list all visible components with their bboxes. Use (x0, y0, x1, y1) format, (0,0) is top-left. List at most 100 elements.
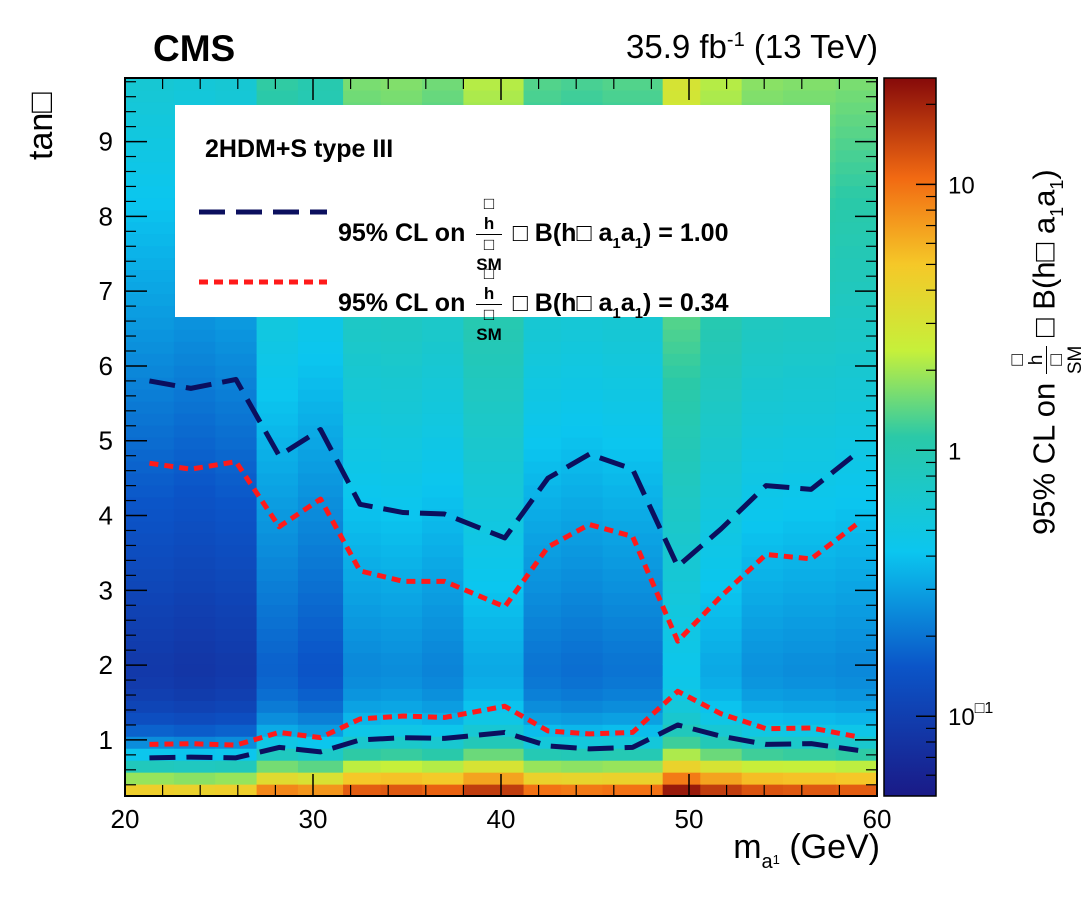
heatmap-cell (422, 317, 464, 330)
heatmap-cell (173, 532, 216, 546)
heatmap-cell (215, 365, 258, 378)
heatmap-cell (343, 413, 382, 426)
heatmap-cell (741, 437, 784, 450)
heatmap-cell (125, 113, 175, 127)
contour-cl034-upper (149, 459, 860, 644)
heatmap-cell (297, 353, 344, 366)
heatmap-cell (297, 484, 344, 498)
heatmap-cell (835, 317, 877, 330)
heatmap-cell (215, 604, 258, 618)
heatmap-cell (422, 592, 464, 606)
x-tick-label: 50 (675, 804, 704, 834)
heatmap-cell (835, 688, 877, 701)
heatmap-cell (380, 78, 423, 91)
heatmap-cell (125, 568, 175, 582)
heatmap-cell (523, 592, 562, 606)
heatmap-cell (343, 580, 382, 594)
heatmap-cell (602, 508, 664, 522)
heatmap-cell (561, 413, 604, 426)
heatmap-cell (173, 544, 216, 558)
heatmap-cell (256, 317, 299, 330)
heatmap-cell (125, 137, 175, 151)
heatmap-cell (523, 448, 562, 462)
heatmap-cell (343, 532, 382, 546)
heatmap-cell (256, 460, 299, 474)
heatmap-cell (523, 401, 562, 414)
heatmap-cell (173, 772, 216, 785)
heatmap-cell (422, 425, 464, 438)
heatmap-cell (173, 365, 216, 378)
heatmap-cell (523, 78, 562, 91)
heatmap-cell (561, 784, 604, 796)
heatmap-cell (783, 437, 837, 450)
heatmap-cell (561, 556, 604, 570)
heatmap-cell (297, 568, 344, 582)
heatmap-cell (835, 113, 877, 127)
heatmap-cell (523, 484, 562, 498)
heatmap-cell (561, 640, 604, 653)
heatmap-cell (700, 640, 743, 653)
heatmap-cell (463, 425, 525, 438)
heatmap-cell (256, 532, 299, 546)
heatmap-cell (835, 137, 877, 151)
heatmap-cell (380, 401, 423, 414)
heatmap-cell (297, 317, 344, 330)
heatmap-cell (662, 472, 701, 486)
heatmap-cell (173, 341, 216, 354)
heatmap-cell (463, 448, 525, 462)
heatmap-cell (561, 604, 604, 618)
heatmap-cell (602, 544, 664, 558)
heatmap-cell (835, 233, 877, 247)
heatmap-cell (256, 736, 299, 749)
heatmap-cell (422, 688, 464, 701)
heatmap-cell (297, 784, 344, 796)
x-axis-label: ma1 (GeV) (733, 828, 880, 873)
heatmap-cell (380, 484, 423, 498)
heatmap-cell (125, 604, 175, 618)
heatmap-cell (602, 365, 664, 378)
contour-lines (148, 376, 860, 761)
heatmap-cell (783, 544, 837, 558)
heatmap-cell (561, 496, 604, 510)
heatmap-cell (561, 365, 604, 378)
heatmap-cell (173, 472, 216, 486)
heatmap-cell (835, 257, 877, 271)
heatmap-cell (523, 604, 562, 618)
heatmap-cell (380, 676, 423, 689)
heatmap-cell (463, 580, 525, 594)
heatmap-cell (662, 640, 701, 653)
heatmap-cell (215, 568, 258, 582)
heatmap-cell (835, 748, 877, 761)
heatmap-cell (835, 281, 877, 294)
heatmap-cell (523, 760, 562, 773)
heatmap-cell (835, 568, 877, 582)
heatmap-cell (523, 616, 562, 630)
heatmap-cell (297, 544, 344, 558)
heatmap-cell (343, 772, 382, 785)
heatmap-cell (463, 437, 525, 450)
y-tick-label: 5 (99, 426, 113, 456)
heatmap-cell (835, 161, 877, 175)
heatmap-cell (783, 353, 837, 366)
heatmap-cell (125, 688, 175, 701)
heatmap-cell (343, 568, 382, 582)
heatmap-cell (700, 580, 743, 594)
heatmap-cell (700, 748, 743, 761)
heatmap-cell (835, 544, 877, 558)
heatmap-cell (380, 472, 423, 486)
colorbar (883, 77, 937, 797)
heatmap-cell (125, 101, 175, 115)
heatmap-cell (173, 580, 216, 594)
heatmap-cell (700, 448, 743, 462)
heatmap-cell (523, 437, 562, 450)
heatmap-cell (602, 329, 664, 342)
y-tick-label: 7 (99, 276, 113, 306)
heatmap-cell (173, 592, 216, 606)
heatmap-cell (297, 448, 344, 462)
heatmap-cell (700, 508, 743, 522)
heatmap-cell (463, 772, 525, 785)
luminosity-label: 35.9 fb-1 (13 TeV) (625, 28, 878, 65)
heatmap-cell (463, 736, 525, 749)
heatmap-cell (173, 317, 216, 330)
heatmap-cell (343, 520, 382, 534)
